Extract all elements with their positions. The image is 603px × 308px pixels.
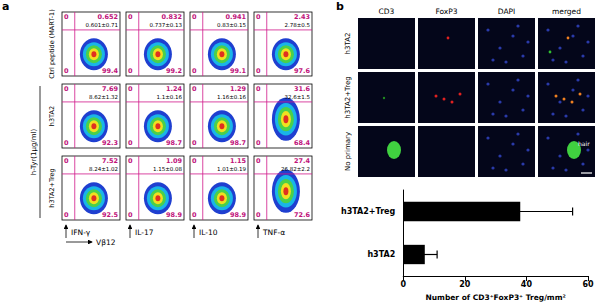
svg-text:98.7: 98.7 <box>230 139 246 147</box>
svg-text:1.16±0.16: 1.16±0.16 <box>217 94 247 100</box>
svg-text:Ctrl peptide (MART-1): Ctrl peptide (MART-1) <box>48 9 56 78</box>
svg-text:merged: merged <box>552 7 581 16</box>
svg-text:0: 0 <box>128 157 133 165</box>
svg-text:99.1: 99.1 <box>230 67 247 75</box>
svg-text:0.832: 0.832 <box>161 13 182 21</box>
svg-text:0.652: 0.652 <box>97 13 118 21</box>
svg-text:IFN-γ: IFN-γ <box>71 228 91 237</box>
svg-text:h3TA2: h3TA2 <box>367 250 395 259</box>
svg-text:h3TA2+Treg: h3TA2+Treg <box>341 207 396 216</box>
svg-text:8.62±1.32: 8.62±1.32 <box>89 94 118 100</box>
svg-text:0.601±0.71: 0.601±0.71 <box>85 22 118 28</box>
svg-text:0: 0 <box>192 157 197 165</box>
svg-text:7.69: 7.69 <box>102 85 119 93</box>
svg-text:a: a <box>2 0 9 13</box>
svg-text:32.6±1.5: 32.6±1.5 <box>284 94 310 100</box>
svg-text:0: 0 <box>128 211 133 219</box>
svg-text:0: 0 <box>128 13 133 21</box>
svg-text:CD3: CD3 <box>379 7 395 16</box>
svg-text:0: 0 <box>128 139 133 147</box>
svg-text:IL-17: IL-17 <box>135 228 154 237</box>
svg-text:68.4: 68.4 <box>294 139 311 147</box>
svg-text:1.29: 1.29 <box>230 85 247 93</box>
svg-text:DAPI: DAPI <box>498 7 516 16</box>
svg-text:0: 0 <box>128 85 133 93</box>
svg-text:0.83±0.15: 0.83±0.15 <box>217 22 247 28</box>
svg-text:1.01±0.19: 1.01±0.19 <box>217 166 247 172</box>
svg-text:99.2: 99.2 <box>166 67 182 75</box>
svg-text:26.82±2.2: 26.82±2.2 <box>281 166 310 172</box>
svg-text:31.6: 31.6 <box>294 85 311 93</box>
svg-text:0: 0 <box>64 157 69 165</box>
svg-text:0: 0 <box>64 139 69 147</box>
svg-text:40: 40 <box>521 280 533 289</box>
svg-text:0.941: 0.941 <box>225 13 246 21</box>
svg-text:8.24±1.02: 8.24±1.02 <box>89 166 118 172</box>
svg-text:98.9: 98.9 <box>166 211 183 219</box>
svg-text:92.5: 92.5 <box>102 211 119 219</box>
svg-text:92.3: 92.3 <box>102 139 118 147</box>
svg-text:0: 0 <box>256 13 261 21</box>
svg-text:1.09: 1.09 <box>166 157 183 165</box>
svg-text:h3TA2+Treg: h3TA2+Treg <box>48 168 56 207</box>
svg-text:0: 0 <box>192 211 197 219</box>
svg-text:h3TA2: h3TA2 <box>48 106 56 126</box>
svg-text:0: 0 <box>256 157 261 165</box>
svg-text:0: 0 <box>64 85 69 93</box>
svg-text:98.9: 98.9 <box>230 211 247 219</box>
svg-text:72.6: 72.6 <box>294 211 311 219</box>
svg-text:1.15: 1.15 <box>230 157 247 165</box>
svg-text:60: 60 <box>582 280 594 289</box>
svg-text:hair: hair <box>578 140 590 147</box>
svg-text:0: 0 <box>256 85 261 93</box>
svg-text:0: 0 <box>192 67 197 75</box>
svg-text:h3TA2+Treg: h3TA2+Treg <box>344 76 352 118</box>
svg-text:No primary: No primary <box>344 132 352 171</box>
svg-text:0: 0 <box>64 67 69 75</box>
svg-text:1.24: 1.24 <box>166 85 183 93</box>
svg-text:IL-10: IL-10 <box>199 228 218 237</box>
svg-text:b: b <box>336 0 344 13</box>
svg-text:0: 0 <box>256 139 261 147</box>
svg-text:2.43: 2.43 <box>294 13 310 21</box>
svg-text:0: 0 <box>192 13 197 21</box>
svg-text:0.737±0.13: 0.737±0.13 <box>149 22 182 28</box>
svg-text:0: 0 <box>64 13 69 21</box>
svg-text:h-Tyr(1μg/ml): h-Tyr(1μg/ml) <box>30 129 38 176</box>
svg-text:27.4: 27.4 <box>294 157 311 165</box>
svg-text:FoxP3: FoxP3 <box>435 7 457 16</box>
svg-text:0: 0 <box>192 139 197 147</box>
svg-text:7.52: 7.52 <box>102 157 118 165</box>
svg-text:TNF-α: TNF-α <box>262 228 285 237</box>
svg-text:1.15±0.08: 1.15±0.08 <box>153 166 183 172</box>
svg-text:2.78±0.5: 2.78±0.5 <box>284 22 310 28</box>
svg-text:0: 0 <box>256 211 261 219</box>
svg-text:h3TA2: h3TA2 <box>344 33 352 55</box>
svg-text:0: 0 <box>64 211 69 219</box>
svg-text:97.6: 97.6 <box>294 67 311 75</box>
svg-text:1.1±0.16: 1.1±0.16 <box>156 94 182 100</box>
svg-text:0: 0 <box>400 280 406 289</box>
svg-text:Vβ12: Vβ12 <box>96 238 116 247</box>
svg-text:Number of CD3⁺FoxP3⁺ Treg/mm²: Number of CD3⁺FoxP3⁺ Treg/mm² <box>425 293 565 302</box>
svg-text:98.7: 98.7 <box>166 139 182 147</box>
svg-text:0: 0 <box>256 67 261 75</box>
svg-text:20: 20 <box>459 280 471 289</box>
svg-text:99.4: 99.4 <box>102 67 119 75</box>
svg-text:0: 0 <box>128 67 133 75</box>
svg-text:0: 0 <box>192 85 197 93</box>
